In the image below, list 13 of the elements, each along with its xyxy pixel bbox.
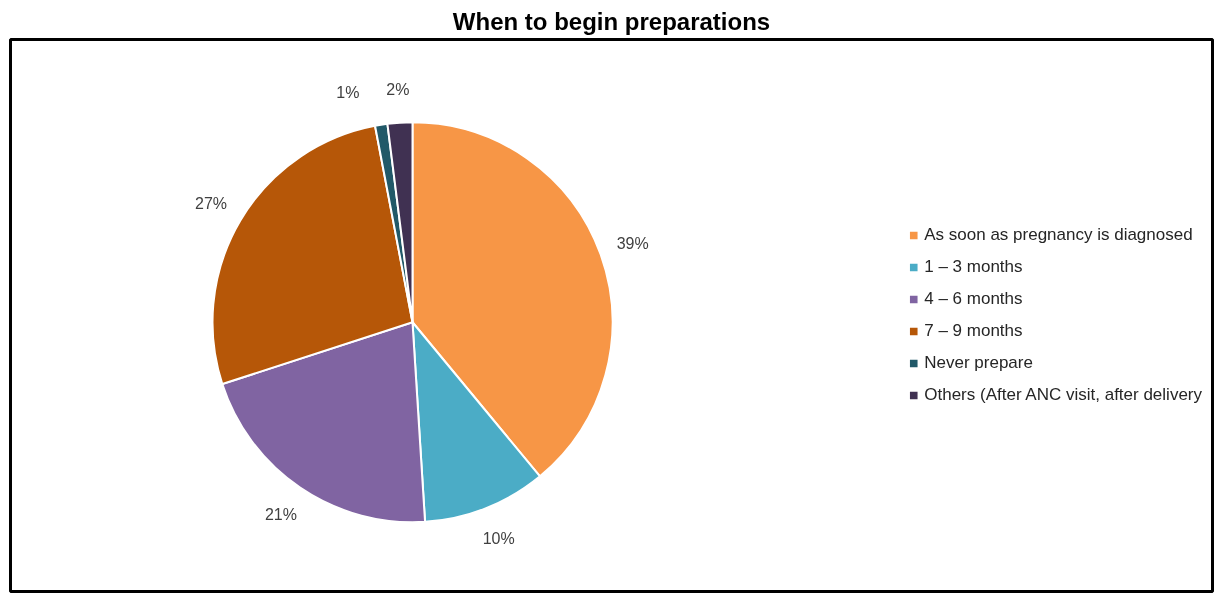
chart-title: When to begin preparations xyxy=(452,7,771,35)
legend-label: As soon as pregnancy is diagnosed xyxy=(924,225,1193,245)
legend-label: Others (After ANC visit, after delivery xyxy=(924,385,1202,405)
data-label: 39% xyxy=(616,234,649,252)
data-label: 27% xyxy=(195,195,228,213)
legend-label: 1 – 3 months xyxy=(924,257,1023,277)
legend-label: Never prepare xyxy=(924,353,1033,373)
data-label: 10% xyxy=(482,530,515,548)
legend-label: 4 – 6 months xyxy=(924,289,1023,309)
data-label: 21% xyxy=(264,506,297,524)
data-label: 1% xyxy=(336,83,360,101)
legend-label: 7 – 9 months xyxy=(924,321,1023,341)
data-label: 2% xyxy=(386,81,410,99)
